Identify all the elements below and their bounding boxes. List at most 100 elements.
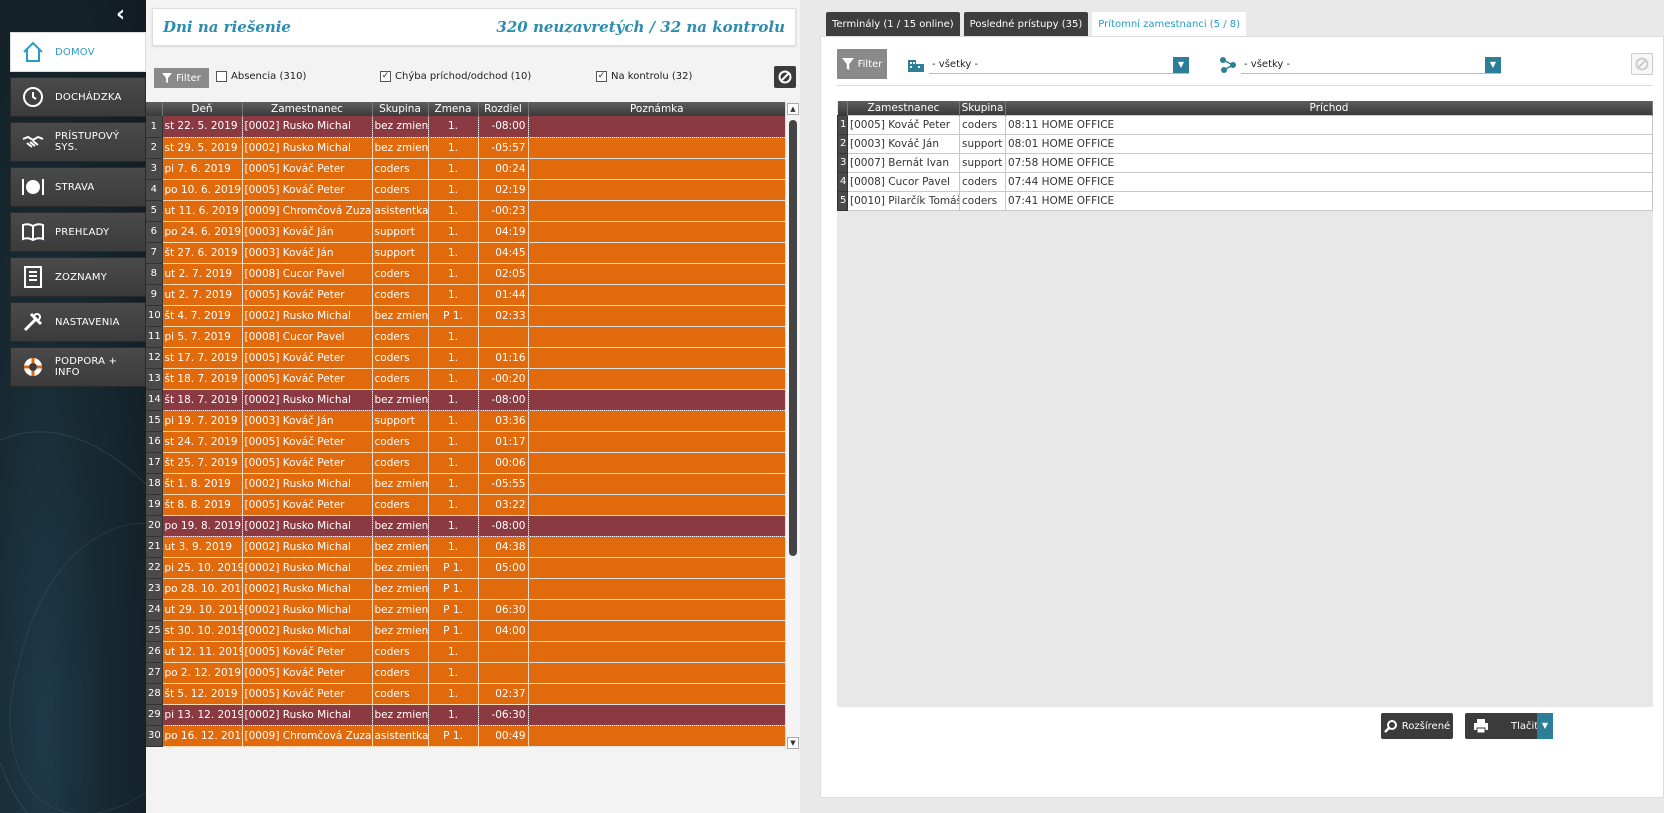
scroll-up-icon[interactable]: ▲ (787, 103, 799, 115)
table-row[interactable]: 5 ut 11. 6. 2019 [0009] Chromčová Zuzana as… (146, 200, 786, 222)
checkbox-box[interactable] (216, 71, 227, 82)
tab-posledne-pristupy[interactable]: Posledné prístupy (35) (963, 12, 1089, 36)
tab-terminaly[interactable]: Terminály (1 / 15 online) (826, 12, 960, 36)
table-row[interactable]: 1 [0005] Kováč Peter coders 08:11 HOME OFFI… (837, 114, 1653, 135)
cell-note (528, 368, 786, 390)
sidebar-item-dochadzka[interactable]: DOCHÁDZKA (10, 77, 146, 117)
sidebar-item-domov[interactable]: DOMOV (10, 32, 146, 72)
scroll-thumb[interactable] (789, 120, 797, 556)
table-row[interactable]: 10 št 4. 7. 2019 [0002] Rusko Michal bez zm… (146, 305, 786, 327)
row-number: 12 (146, 347, 163, 369)
right-panel: Terminály (1 / 15 online) Posledné príst… (812, 0, 1664, 813)
chevron-down-icon[interactable]: ▼ (1173, 57, 1189, 73)
table-row[interactable]: 3 pi 7. 6. 2019 [0005] Kováč Peter coders 1.… (146, 158, 786, 180)
cell-note (528, 557, 786, 579)
table-row[interactable]: 29 pi 13. 12. 2019 [0002] Rusko Michal bez … (146, 704, 786, 726)
scroll-down-icon[interactable]: ▼ (787, 737, 799, 749)
table-row[interactable]: 3 [0007] Bernát Ivan support 07:58 HOME OFF… (837, 152, 1653, 173)
printer-icon (1474, 719, 1488, 734)
table-row[interactable]: 27 po 2. 12. 2019 [0005] Kováč Peter coders… (146, 662, 786, 684)
cell-day: po 16. 12. 2019 (162, 725, 243, 747)
cell-employee: [0005] Kováč Peter (242, 641, 373, 663)
checkbox-chyba-prichod[interactable]: ✓ Chýba príchod/odchod (10) (380, 71, 531, 82)
chevron-down-icon[interactable]: ▼ (1537, 713, 1553, 739)
row-number: 4 (837, 171, 848, 192)
checkbox-box[interactable]: ✓ (596, 71, 607, 82)
sidebar-item-podpora[interactable]: PODPORA + INFO (10, 347, 146, 387)
column-header[interactable]: Poznámka (528, 102, 786, 116)
column-header[interactable]: Príchod (1005, 101, 1653, 115)
select-group[interactable]: - všetky - ▼ (1241, 57, 1501, 74)
clear-filter-button[interactable] (774, 66, 796, 88)
cell-difference: 06:30 (478, 599, 529, 621)
table-row[interactable]: 21 ut 3. 9. 2019 [0002] Rusko Michal bez zm… (146, 536, 786, 558)
cell-note (528, 347, 786, 369)
cell-group: support (372, 242, 429, 264)
magnifier-icon (1383, 720, 1397, 733)
column-header[interactable]: Skupina (959, 101, 1006, 115)
cell-shift: P 1. (428, 620, 479, 642)
column-header[interactable]: Rozdiel (478, 102, 529, 116)
checkbox-box[interactable]: ✓ (380, 71, 391, 82)
extended-button[interactable]: Rozšírené (1381, 713, 1453, 739)
table-row[interactable]: 13 št 18. 7. 2019 [0005] Kováč Peter coders… (146, 368, 786, 390)
checkbox-na-kontrolu[interactable]: ✓ Na kontrolu (32) (596, 71, 692, 82)
table-row[interactable]: 19 št 8. 8. 2019 [0005] Kováč Peter coders 1… (146, 494, 786, 516)
cell-shift: 1. (428, 515, 479, 537)
table-row[interactable]: 28 št 5. 12. 2019 [0005] Kováč Peter coders… (146, 683, 786, 705)
table-row[interactable]: 9 ut 2. 7. 2019 [0005] Kováč Peter coders 1.… (146, 284, 786, 306)
table-row[interactable]: 23 po 28. 10. 2019 [0002] Rusko Michal bez … (146, 578, 786, 600)
checkbox-label: Chýba príchod/odchod (10) (395, 71, 532, 82)
filter-button[interactable]: Filter (837, 49, 887, 79)
table-row[interactable]: 7 št 27. 6. 2019 [0003] Kováč Ján support 1.… (146, 242, 786, 264)
table-row[interactable]: 30 po 16. 12. 2019 [0009] Chromčová Zuzana… (146, 725, 786, 747)
table-row[interactable]: 8 ut 2. 7. 2019 [0008] Cucor Pavel coders 1.… (146, 263, 786, 285)
sidebar-item-prehlady[interactable]: PREHĽADY (10, 212, 146, 252)
table-row[interactable]: 5 [0010] Pilarčík Tomáš coders 07:41 HOME O… (837, 190, 1653, 211)
table-row[interactable]: 4 po 10. 6. 2019 [0005] Kováč Peter coders 1… (146, 179, 786, 201)
table-row[interactable]: 11 pi 5. 7. 2019 [0008] Cucor Pavel coders 1… (146, 326, 786, 348)
sidebar-item-nastavenia[interactable]: NASTAVENIA (10, 302, 146, 342)
tab-bar: Terminály (1 / 15 online) Posledné príst… (826, 12, 1247, 36)
print-button[interactable]: Tlačiť ▼ (1465, 713, 1553, 739)
column-header[interactable]: Deň (162, 102, 243, 116)
no-entry-icon (1635, 57, 1649, 71)
sidebar-item-strava[interactable]: STRAVA (10, 167, 146, 207)
tab-pritomni-zamestnanci[interactable]: Prítomní zamestnanci (5 / 8) (1092, 12, 1247, 36)
chevron-down-icon[interactable]: ▼ (1485, 57, 1501, 73)
table-row[interactable]: 18 št 1. 8. 2019 [0002] Rusko Michal bez zm… (146, 473, 786, 495)
handshake-icon (19, 128, 47, 156)
column-header[interactable]: Zmena (428, 102, 479, 116)
days-scrollbar[interactable]: ▲ ▼ (785, 102, 799, 750)
table-row[interactable]: 15 pi 19. 7. 2019 [0003] Kováč Ján support 1… (146, 410, 786, 432)
sidebar-item-pristupovy[interactable]: PRÍSTUPOVÝ SYS. (10, 122, 146, 162)
cell-shift: 1. (428, 536, 479, 558)
chevron-left-icon[interactable]: ‹ (116, 2, 126, 27)
column-header[interactable]: Zamestnanec (242, 102, 373, 116)
sidebar-item-label: DOCHÁDZKA (55, 91, 122, 103)
cell-difference: -06:30 (478, 704, 529, 726)
column-header[interactable]: Skupina (372, 102, 429, 116)
table-row[interactable]: 6 po 24. 6. 2019 [0003] Kováč Ján support 1.… (146, 221, 786, 243)
table-row[interactable]: 2 [0003] Kováč Ján support 08:01 HOME OFFIC… (837, 133, 1653, 154)
table-row[interactable]: 14 št 18. 7. 2019 [0002] Rusko Michal bez z… (146, 389, 786, 411)
table-row[interactable]: 26 ut 12. 11. 2019 [0005] Kováč Peter coder… (146, 641, 786, 663)
checkbox-absencia[interactable]: Absencia (310) (216, 71, 306, 82)
column-header[interactable]: Zamestnanec (847, 101, 960, 115)
table-row[interactable]: 24 ut 29. 10. 2019 [0002] Rusko Michal bez … (146, 599, 786, 621)
table-row[interactable]: 22 pi 25. 10. 2019 [0002] Rusko Michal bez … (146, 557, 786, 579)
select-location[interactable]: - všetky - ▼ (929, 57, 1189, 74)
cell-shift: 1. (428, 263, 479, 285)
sidebar-item-zoznamy[interactable]: ZOZNAMY (10, 257, 146, 297)
filter-button[interactable]: Filter (154, 68, 209, 88)
table-row[interactable]: 17 št 25. 7. 2019 [0005] Kováč Peter coders… (146, 452, 786, 474)
table-row[interactable]: 20 po 19. 8. 2019 [0002] Rusko Michal bez z… (146, 515, 786, 537)
cell-employee: [0005] Kováč Peter (242, 284, 373, 306)
clear-filter-button[interactable] (1631, 53, 1653, 75)
table-row[interactable]: 4 [0008] Cucor Pavel coders 07:44 HOME OFFI… (837, 171, 1653, 192)
